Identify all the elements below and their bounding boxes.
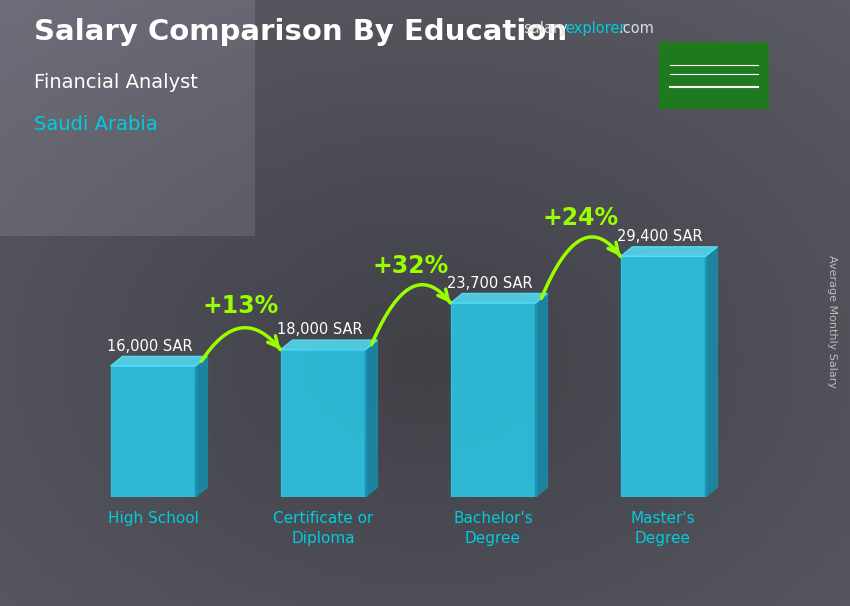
Polygon shape	[536, 293, 547, 497]
Text: explorer: explorer	[565, 21, 626, 36]
Polygon shape	[280, 340, 377, 350]
Polygon shape	[366, 340, 377, 497]
Text: 18,000 SAR: 18,000 SAR	[277, 322, 363, 338]
Polygon shape	[110, 356, 207, 366]
Text: 29,400 SAR: 29,400 SAR	[617, 229, 703, 244]
Text: Saudi Arabia: Saudi Arabia	[34, 115, 158, 134]
Text: +32%: +32%	[373, 254, 449, 278]
Bar	[450, 303, 536, 497]
Text: Financial Analyst: Financial Analyst	[34, 73, 198, 92]
Polygon shape	[196, 356, 207, 497]
Text: salary: salary	[523, 21, 568, 36]
Bar	[280, 350, 366, 497]
Polygon shape	[706, 247, 717, 497]
Text: 16,000 SAR: 16,000 SAR	[107, 339, 193, 354]
Text: Salary Comparison By Education: Salary Comparison By Education	[34, 18, 567, 46]
Polygon shape	[620, 247, 717, 256]
Text: Average Monthly Salary: Average Monthly Salary	[827, 255, 837, 388]
Text: 23,700 SAR: 23,700 SAR	[447, 276, 533, 291]
Bar	[110, 366, 196, 497]
Bar	[620, 256, 706, 497]
Text: .com: .com	[619, 21, 654, 36]
Text: +13%: +13%	[203, 294, 279, 318]
Text: +24%: +24%	[543, 206, 619, 230]
Polygon shape	[450, 293, 547, 303]
